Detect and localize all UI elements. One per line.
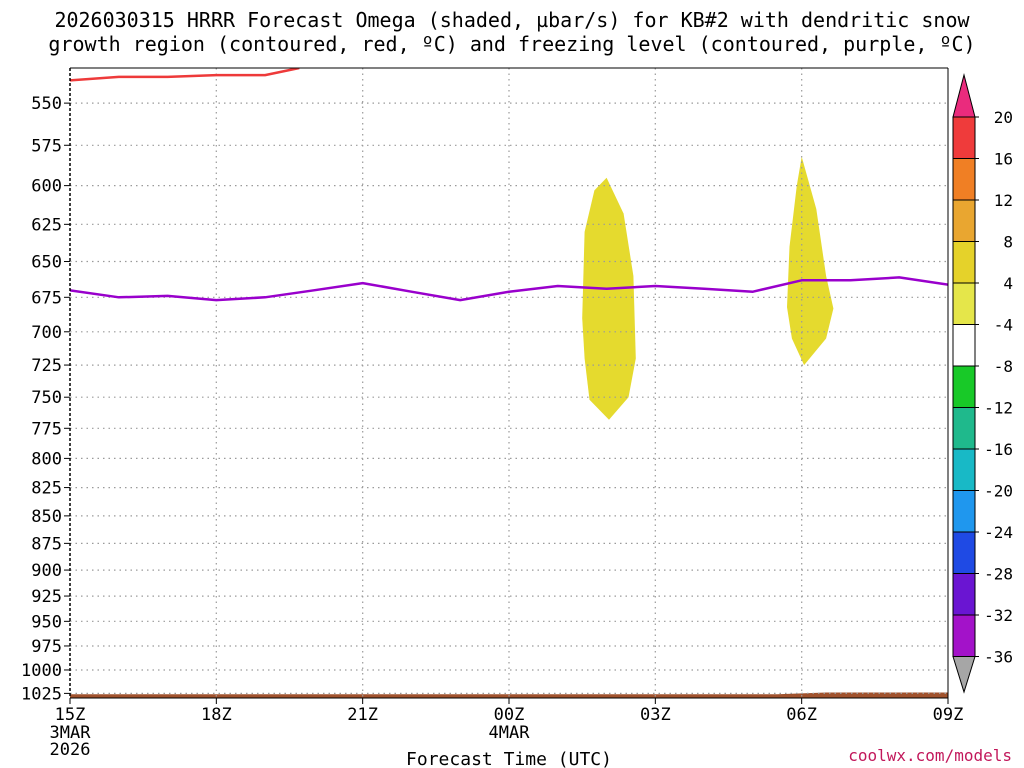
y-tick-label-900: 900: [31, 561, 62, 581]
x-date-label-3MAR: 3MAR: [50, 723, 92, 743]
y-tick-label-725: 725: [31, 356, 62, 376]
colorbar-label-11: -24: [984, 523, 1013, 542]
colorbar-swatch-2: [952, 158, 976, 201]
colorbar: 20 16 12 8 4 -4 -8 -12 -16 -20 -24 -28 -32 -36: [952, 73, 1013, 694]
y-tick-label-950: 950: [31, 612, 62, 632]
x-date-label-2026: 2026: [50, 740, 91, 760]
y-tick-label-700: 700: [31, 323, 62, 343]
colorbar-label-13: -32: [984, 606, 1013, 625]
colorbar-label-5: 4: [1003, 274, 1013, 293]
colorbar-bottom-triangle: [952, 656, 976, 694]
y-tick-label-850: 850: [31, 507, 62, 527]
axes: 550 575 600 625 650 675 700 725 750 775 800 825 850 8…: [21, 67, 964, 760]
shaded-region-1: [582, 177, 636, 420]
colorbar-label-7: -8: [994, 357, 1013, 376]
y-tick-label-600: 600: [31, 177, 62, 197]
colorbar-label-4: 8: [1003, 233, 1013, 252]
colorbar-label-6: -4: [994, 316, 1013, 335]
x-tick-label-18Z: 18Z: [201, 705, 232, 725]
x-tick-label-06Z: 06Z: [786, 705, 817, 725]
chart-title-line-1: 2026030315 HRRR Forecast Omega (shaded, …: [54, 8, 970, 32]
colorbar-swatch-11: [952, 531, 976, 574]
colorbar-label-10: -20: [984, 482, 1013, 501]
y-tick-label-750: 750: [31, 388, 62, 408]
colorbar-label-1: 20: [994, 108, 1013, 127]
colorbar-swatch-3: [952, 199, 976, 242]
chart-title-line-2: growth region (contoured, red, ºC) and f…: [48, 32, 976, 56]
colorbar-swatch-5: [952, 282, 976, 325]
chart-title: 2026030315 HRRR Forecast Omega (shaded, …: [0, 8, 1024, 56]
colorbar-swatch-9: [952, 448, 976, 491]
series-line-1: [70, 276, 948, 302]
y-tick-label-650: 650: [31, 253, 62, 273]
y-tick-label-875: 875: [31, 534, 62, 554]
x-axis-title: Forecast Time (UTC): [406, 749, 612, 768]
colorbar-top-triangle: [952, 73, 976, 118]
y-tick-label-675: 675: [31, 288, 62, 308]
x-tick-label-15Z: 15Z: [55, 705, 86, 725]
colorbar-swatch-13: [952, 614, 976, 657]
series-line-2: [70, 68, 300, 82]
x-tick-label-00Z: 00Z: [494, 705, 525, 725]
plot-area: [70, 68, 948, 698]
colorbar-label-9: -16: [984, 440, 1013, 459]
x-tick-label-21Z: 21Z: [347, 705, 378, 725]
colorbar-label-3: 12: [994, 191, 1013, 210]
shaded-region-2: [787, 156, 834, 366]
y-tick-label-775: 775: [31, 419, 62, 439]
credit-text: coolwx.com/models: [848, 746, 1012, 765]
colorbar-label-2: 16: [994, 150, 1013, 169]
colorbar-swatch-6: [952, 324, 976, 367]
colorbar-swatch-10: [952, 490, 976, 533]
x-date-label-4MAR: 4MAR: [489, 723, 531, 743]
y-tick-label-825: 825: [31, 479, 62, 499]
y-tick-label-575: 575: [31, 136, 62, 156]
x-tick-label-03Z: 03Z: [640, 705, 671, 725]
y-tick-label-625: 625: [31, 215, 62, 235]
colorbar-label-14: -36: [984, 648, 1013, 667]
colorbar-swatch-1: [952, 116, 976, 159]
colorbar-label-12: -28: [984, 565, 1013, 584]
y-tick-label-1000: 1000: [21, 661, 62, 681]
colorbar-swatch-4: [952, 241, 976, 284]
colorbar-swatch-12: [952, 573, 976, 616]
y-tick-label-800: 800: [31, 449, 62, 469]
colorbar-swatch-7: [952, 365, 976, 408]
colorbar-label-8: -12: [984, 399, 1013, 418]
y-tick-label-550: 550: [31, 94, 62, 114]
colorbar-swatch-8: [952, 407, 976, 450]
y-tick-label-1025: 1025: [21, 684, 62, 704]
x-tick-label-09Z: 09Z: [933, 705, 964, 725]
y-tick-label-975: 975: [31, 637, 62, 657]
y-tick-label-925: 925: [31, 587, 62, 607]
